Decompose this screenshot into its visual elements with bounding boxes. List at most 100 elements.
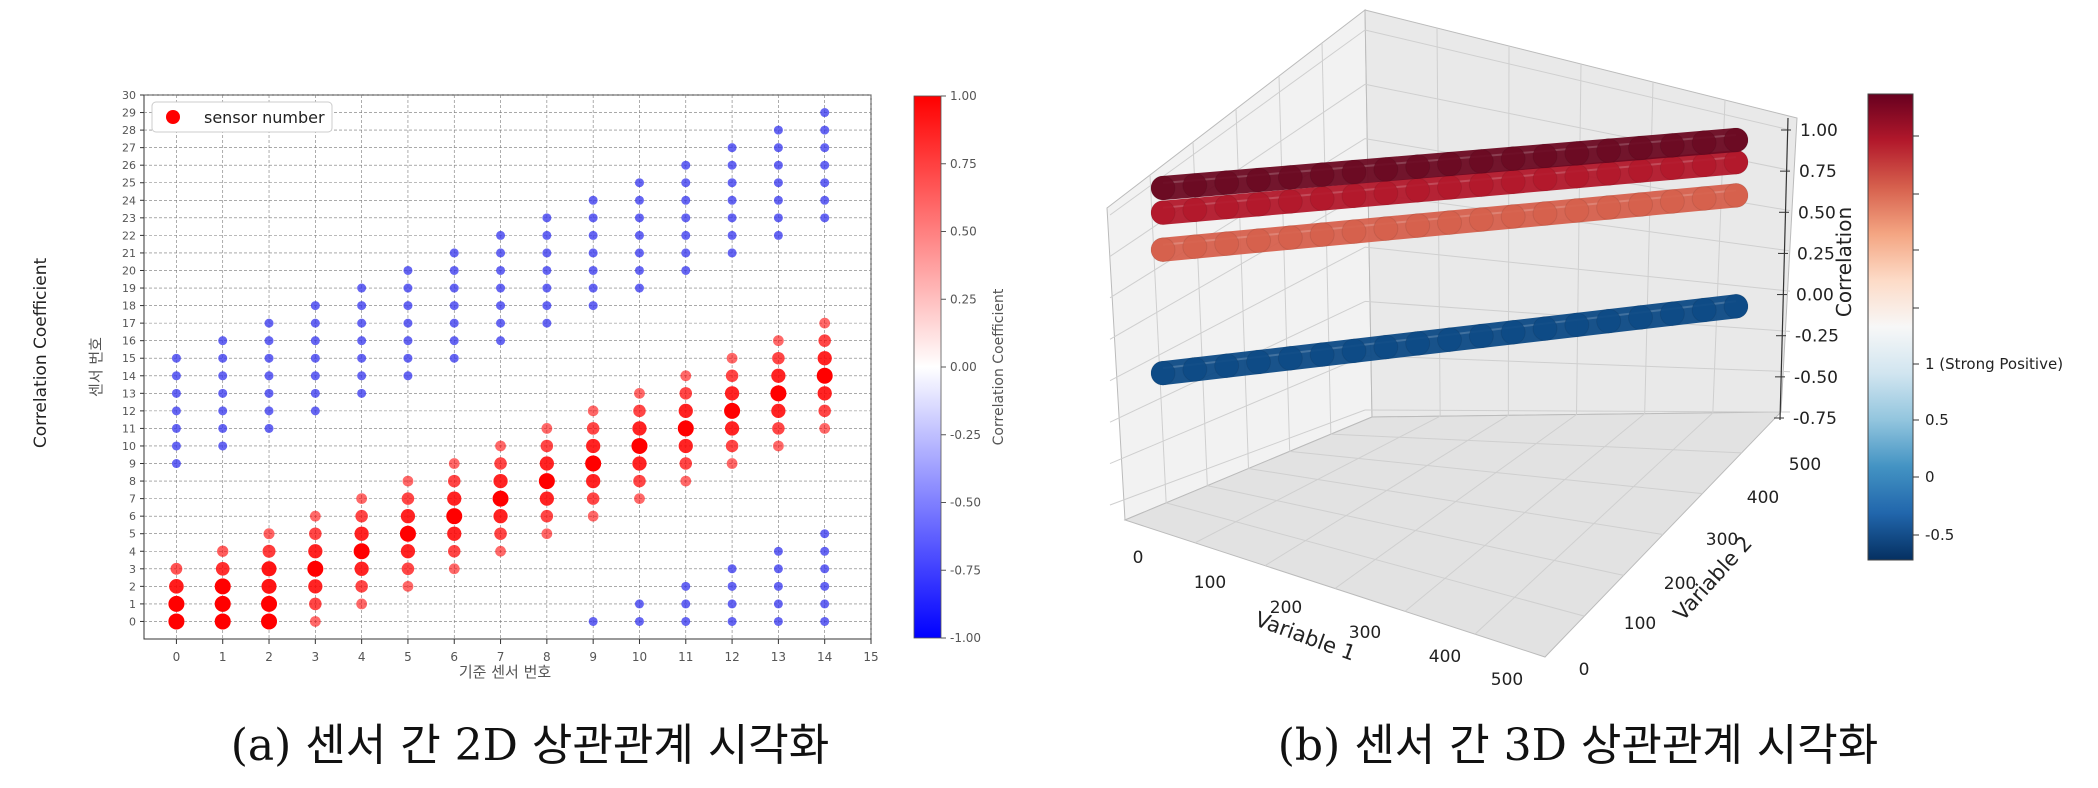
- point-positive: [447, 545, 461, 558]
- point-positive: [214, 613, 231, 630]
- point-positive: [402, 475, 414, 487]
- colorbar-2d-tick-label: 0.00: [950, 360, 977, 374]
- colorbar-3d: 1 (Strong Positive) 0.5 0 -0.5: [1867, 93, 2063, 561]
- x-tick-label: 2: [265, 650, 273, 664]
- series-3d-point: [1246, 167, 1271, 193]
- y-tick-label: 10: [122, 440, 136, 453]
- y-tick-label: 17: [122, 317, 136, 330]
- colorbar-2d-tick-label: 0.50: [950, 225, 977, 239]
- y-tick-label-3d: 300: [1706, 530, 1738, 550]
- point-negative: [496, 301, 506, 311]
- point-negative: [357, 371, 367, 381]
- y-tick-label: 14: [122, 370, 136, 383]
- series-3d-point: [1723, 182, 1749, 208]
- point-negative: [542, 283, 552, 293]
- colorbar-2d-tick-label: -0.75: [950, 563, 981, 577]
- point-positive: [448, 563, 460, 575]
- point-negative: [681, 195, 691, 205]
- series-3d-point: [1309, 186, 1335, 212]
- point-positive: [816, 367, 833, 384]
- series-3d-point: [1405, 330, 1431, 356]
- point-negative: [310, 318, 320, 328]
- point-negative: [588, 301, 598, 311]
- point-negative: [634, 213, 644, 223]
- colorbar-2d-ticks: 1.00 0.75 0.50 0.25 0.00 -0.25 -0.50 -0.75 -1.00: [941, 89, 981, 645]
- point-positive: [446, 508, 463, 525]
- point-negative: [449, 248, 459, 258]
- x-tick-label-3d: 200: [1270, 598, 1302, 618]
- point-positive: [587, 405, 599, 417]
- point-negative: [403, 318, 413, 328]
- point-negative: [727, 143, 737, 153]
- x-tick-label: 15: [863, 650, 878, 664]
- point-negative: [171, 406, 181, 416]
- point-positive: [586, 473, 601, 489]
- point-positive: [634, 493, 645, 504]
- grid-line-v: [1576, 63, 1582, 415]
- point-positive: [586, 438, 601, 454]
- chart-3d-panel: 1.000.750.500.250.00-0.25-0.50-0.75 Corr…: [1106, 8, 2063, 771]
- point-negative: [357, 388, 367, 398]
- point-negative: [820, 529, 830, 539]
- series-3d: [1150, 127, 1749, 386]
- y-tick-label: 20: [122, 264, 136, 277]
- y-tick-label: 18: [122, 300, 136, 313]
- y-tick-label: 16: [122, 335, 136, 348]
- series-3d-point: [1468, 207, 1494, 233]
- point-positive: [494, 457, 507, 470]
- z-tick-label: 1.00: [1800, 121, 1838, 141]
- point-negative: [496, 230, 506, 240]
- x-tick-label-3d: 400: [1429, 647, 1461, 667]
- point-negative: [218, 353, 228, 363]
- point-positive: [541, 528, 553, 540]
- grid-line-v-left: [1149, 174, 1167, 503]
- point-negative: [310, 353, 320, 363]
- series-3d-point: [1437, 210, 1462, 236]
- point-negative: [820, 143, 830, 153]
- y-tick-label: 8: [129, 475, 136, 488]
- point-negative: [588, 616, 598, 626]
- point-negative: [171, 388, 181, 398]
- point-negative: [588, 213, 598, 223]
- series-3d-point: [1150, 360, 1176, 386]
- point-positive: [679, 457, 693, 470]
- point-negative: [727, 248, 737, 258]
- series-3d-point: [1723, 149, 1749, 175]
- grid-line-z: [1364, 246, 1791, 292]
- series-3d-point: [1659, 155, 1685, 181]
- series-3d-point: [1246, 191, 1271, 217]
- colorbar-2d-tick-label: 0.25: [950, 292, 977, 306]
- point-negative: [542, 230, 552, 240]
- point-positive: [495, 440, 506, 452]
- point-negative: [820, 213, 830, 223]
- z-tick-label: 0.25: [1797, 244, 1835, 264]
- y-tick-label: 29: [122, 107, 136, 120]
- point-negative: [496, 318, 506, 328]
- point-negative: [542, 301, 552, 311]
- legend-box: [151, 101, 333, 133]
- colorbar-2d-tick-label: -0.50: [950, 496, 981, 510]
- point-negative: [588, 283, 598, 293]
- y-tick-label: 24: [122, 194, 136, 207]
- point-positive: [818, 334, 831, 347]
- point-positive: [353, 543, 370, 560]
- series-3d-point: [1564, 140, 1590, 166]
- point-positive: [493, 509, 508, 524]
- point-positive: [355, 509, 368, 523]
- series-3d-point: [1277, 225, 1303, 251]
- grid-line-z-left: [1109, 409, 1366, 506]
- point-negative: [820, 546, 830, 556]
- z-tick-label: 0.00: [1796, 286, 1834, 306]
- series-3d-point: [1405, 177, 1431, 203]
- series-3d-point: [1214, 170, 1240, 196]
- series-3d-point: [1373, 156, 1399, 182]
- legend-2d: sensor number: [151, 101, 333, 133]
- caption-b: (b) 센서 간 3D 상관관계 시각화: [1278, 720, 1879, 771]
- colorbar-2d-tick-label: -0.25: [950, 428, 981, 442]
- point-negative: [681, 616, 691, 626]
- colorbar-3d-tick-label: 1 (Strong Positive): [1925, 355, 2063, 373]
- point-negative: [681, 230, 691, 240]
- point-negative: [310, 406, 320, 416]
- point-positive: [817, 351, 832, 366]
- x-tick-label: 6: [450, 650, 458, 664]
